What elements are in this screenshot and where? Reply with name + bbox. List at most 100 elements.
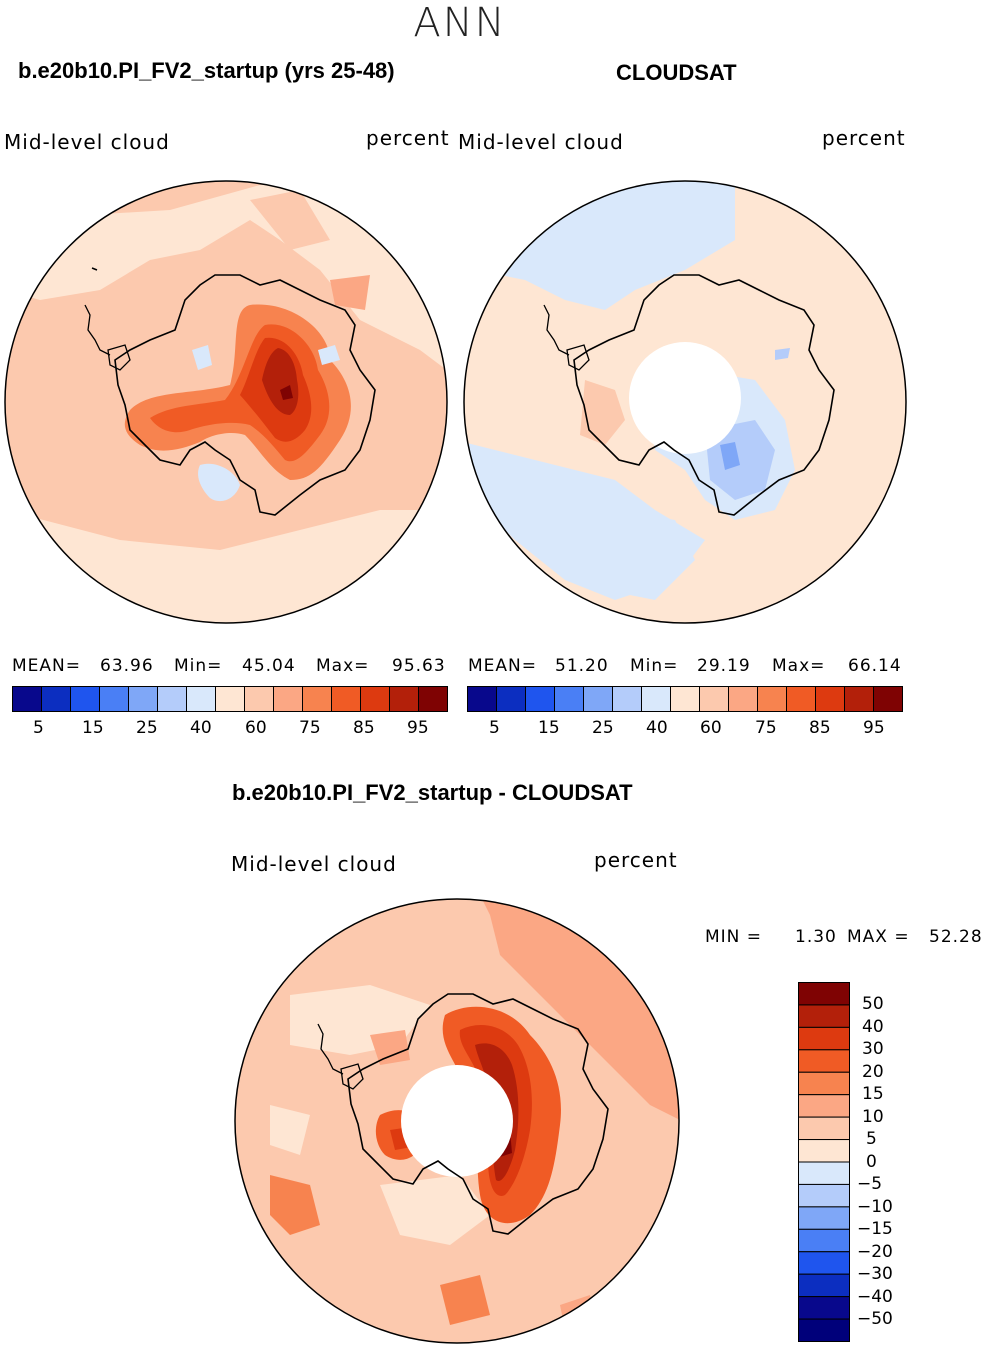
colorbar-swatch	[798, 1049, 850, 1073]
colorbar-right	[467, 686, 903, 712]
cb-right-tick: 5	[489, 718, 500, 738]
cb-left-tick: 15	[82, 718, 104, 738]
colorbar-diff	[798, 982, 850, 1342]
figure-title: ANN	[413, 0, 507, 46]
colorbar-swatch	[583, 686, 613, 712]
cloudsat-polar-map	[463, 180, 907, 624]
colorbar-swatch	[798, 1026, 850, 1051]
colorbar-swatch	[244, 686, 274, 712]
cb-right-tick: 15	[538, 718, 560, 738]
diff-min: 1.30	[795, 927, 837, 947]
cb-left-tick: 95	[407, 718, 429, 738]
colorbar-swatch	[360, 686, 390, 712]
colorbar-swatch	[612, 686, 642, 712]
cb-right-tick: 25	[592, 718, 614, 738]
colorbar-swatch	[157, 686, 187, 712]
colorbar-swatch	[873, 686, 903, 712]
diff-min-label: MIN =	[705, 927, 763, 947]
diff-panel-title: b.e20b10.PI_FV2_startup - CLOUDSAT	[232, 780, 633, 805]
colorbar-swatch	[798, 982, 850, 1006]
panel-left-min-label: Min=	[174, 656, 223, 676]
colorbar-swatch	[798, 1161, 850, 1185]
colorbar-swatch	[798, 1251, 850, 1275]
diff-max: 52.28	[929, 927, 983, 947]
colorbar-swatch	[12, 686, 42, 712]
colorbar-swatch	[699, 686, 729, 712]
colorbar-swatch	[525, 686, 555, 712]
cb-left-tick: 25	[136, 718, 158, 738]
diff-panel-units: percent	[594, 848, 678, 872]
cb-diff-tick: 0	[866, 1152, 877, 1172]
cb-right-tick: 40	[646, 718, 668, 738]
cb-diff-tick: −10	[857, 1197, 893, 1217]
cb-right-tick: 85	[809, 718, 831, 738]
panel-right-max: 66.14	[848, 656, 902, 676]
colorbar-swatch	[844, 686, 874, 712]
cb-left-tick: 5	[33, 718, 44, 738]
cb-diff-tick: 40	[862, 1017, 884, 1037]
panel-right-variable: Mid-level cloud	[458, 130, 624, 154]
panel-right-min-label: Min=	[630, 656, 679, 676]
panel-right-min: 29.19	[697, 656, 751, 676]
panel-right-mean-label: MEAN=	[468, 656, 537, 676]
panel-right-title: CLOUDSAT	[616, 60, 737, 85]
colorbar-swatch	[128, 686, 158, 712]
colorbar-swatch	[302, 686, 332, 712]
colorbar-swatch	[815, 686, 845, 712]
colorbar-swatch	[798, 1071, 850, 1096]
cb-diff-tick: −40	[857, 1287, 893, 1307]
colorbar-swatch	[798, 1296, 850, 1320]
cb-diff-tick: 30	[862, 1039, 884, 1059]
colorbar-swatch	[798, 1206, 850, 1230]
cb-left-tick: 60	[245, 718, 267, 738]
colorbar-swatch	[70, 686, 100, 712]
colorbar-swatch	[670, 686, 700, 712]
colorbar-swatch	[798, 1094, 850, 1118]
colorbar-swatch	[798, 1116, 850, 1141]
cb-left-tick: 40	[190, 718, 212, 738]
diff-max-label: MAX =	[847, 927, 910, 947]
colorbar-swatch	[41, 686, 71, 712]
colorbar-swatch	[798, 1183, 850, 1208]
colorbar-left	[12, 686, 448, 712]
colorbar-swatch	[467, 686, 497, 712]
cb-diff-tick: −20	[857, 1242, 893, 1262]
panel-left-units: percent	[366, 126, 450, 150]
colorbar-swatch	[641, 686, 671, 712]
cb-diff-tick: −30	[857, 1264, 893, 1284]
panel-right-units: percent	[822, 126, 906, 150]
panel-left-mean-label: MEAN=	[12, 656, 81, 676]
cb-right-tick: 60	[700, 718, 722, 738]
colorbar-swatch	[554, 686, 584, 712]
cb-diff-tick: −50	[857, 1309, 893, 1329]
panel-left-min: 45.04	[242, 656, 296, 676]
panel-left-title: b.e20b10.PI_FV2_startup (yrs 25-48)	[18, 58, 395, 83]
diff-panel-variable: Mid-level cloud	[231, 852, 397, 876]
cb-diff-tick: 20	[862, 1062, 884, 1082]
colorbar-swatch	[798, 1318, 850, 1342]
colorbar-swatch	[215, 686, 245, 712]
panel-right-max-label: Max=	[772, 656, 826, 676]
panel-right-mean: 51.20	[555, 656, 609, 676]
colorbar-swatch	[798, 1139, 850, 1163]
colorbar-swatch	[757, 686, 787, 712]
panel-left-max-label: Max=	[316, 656, 370, 676]
colorbar-swatch	[273, 686, 303, 712]
cb-diff-tick: −5	[857, 1174, 883, 1194]
cb-diff-tick: 50	[862, 994, 884, 1014]
panel-left-max: 95.63	[392, 656, 446, 676]
difference-polar-map	[234, 898, 680, 1344]
colorbar-swatch	[389, 686, 419, 712]
colorbar-swatch	[786, 686, 816, 712]
colorbar-swatch	[418, 686, 448, 712]
model-polar-map	[4, 180, 448, 624]
panel-left-variable: Mid-level cloud	[4, 130, 170, 154]
cb-diff-tick: 15	[862, 1084, 884, 1104]
colorbar-swatch	[798, 1004, 850, 1028]
cb-right-tick: 95	[863, 718, 885, 738]
cb-diff-tick: 5	[866, 1129, 877, 1149]
colorbar-swatch	[728, 686, 758, 712]
colorbar-swatch	[496, 686, 526, 712]
cb-right-tick: 75	[755, 718, 777, 738]
cb-left-tick: 85	[353, 718, 375, 738]
